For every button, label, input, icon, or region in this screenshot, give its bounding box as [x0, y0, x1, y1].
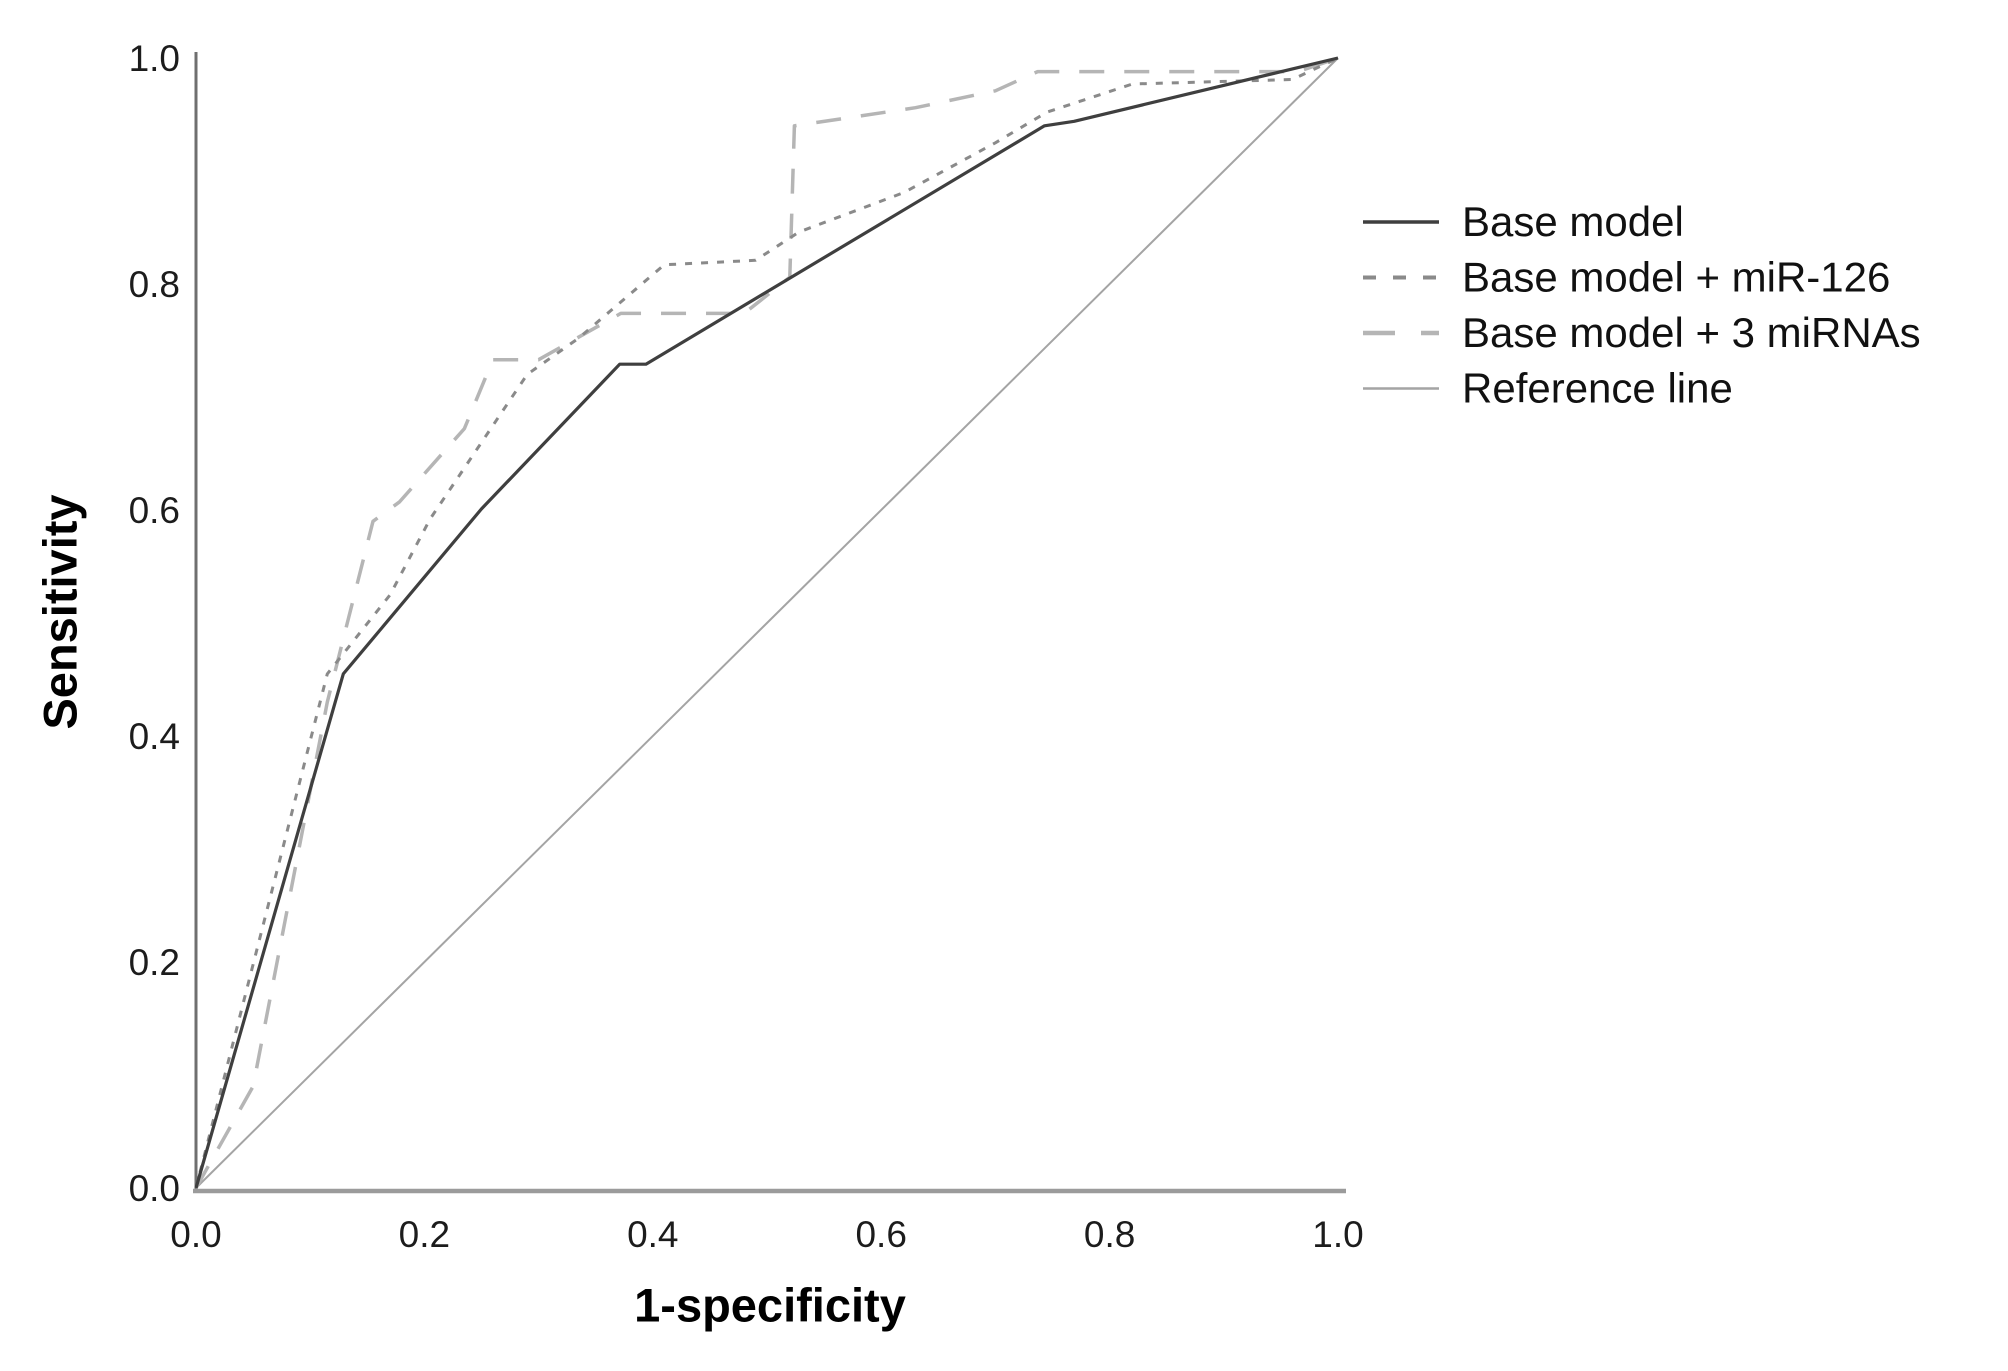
series-line-base-model-3-mirnas	[194, 56, 1339, 1189]
x-tick-label: 0.4	[627, 1214, 678, 1255]
x-tick-label: 0.0	[170, 1214, 221, 1255]
series-line-base-model-mir-126	[194, 56, 1339, 1189]
x-tick-label: 0.6	[855, 1214, 906, 1255]
legend-label: Reference line	[1462, 365, 1733, 412]
legend-item-reference-line: Reference line	[1363, 365, 1733, 412]
x-axis-title: 1-specificity	[634, 1278, 906, 1332]
series-line-reference-line	[195, 57, 1339, 1189]
y-tick-label: 0.8	[129, 264, 180, 305]
y-tick-label: 0.0	[129, 1168, 180, 1209]
legend-label: Base model	[1462, 198, 1684, 245]
legend-item-base-model-mir-126: Base model + miR-126	[1363, 254, 1890, 301]
y-tick-label: 0.2	[129, 942, 180, 983]
y-tick-label: 0.6	[129, 490, 180, 531]
series-line-base-model	[194, 56, 1339, 1189]
x-tick-label: 0.2	[399, 1214, 450, 1255]
legend-label: Base model + 3 miRNAs	[1462, 309, 1921, 356]
y-tick-label: 1.0	[129, 38, 180, 79]
legend-item-base-model: Base model	[1363, 198, 1684, 245]
x-tick-label: 1.0	[1312, 1214, 1363, 1255]
legend-label: Base model + miR-126	[1462, 254, 1890, 301]
y-tick-label: 0.4	[129, 716, 180, 757]
y-axis-title: Sensitivity	[33, 494, 87, 730]
x-tick-label: 0.8	[1084, 1214, 1135, 1255]
legend-item-base-model-3-mirnas: Base model + 3 miRNAs	[1363, 309, 1921, 356]
